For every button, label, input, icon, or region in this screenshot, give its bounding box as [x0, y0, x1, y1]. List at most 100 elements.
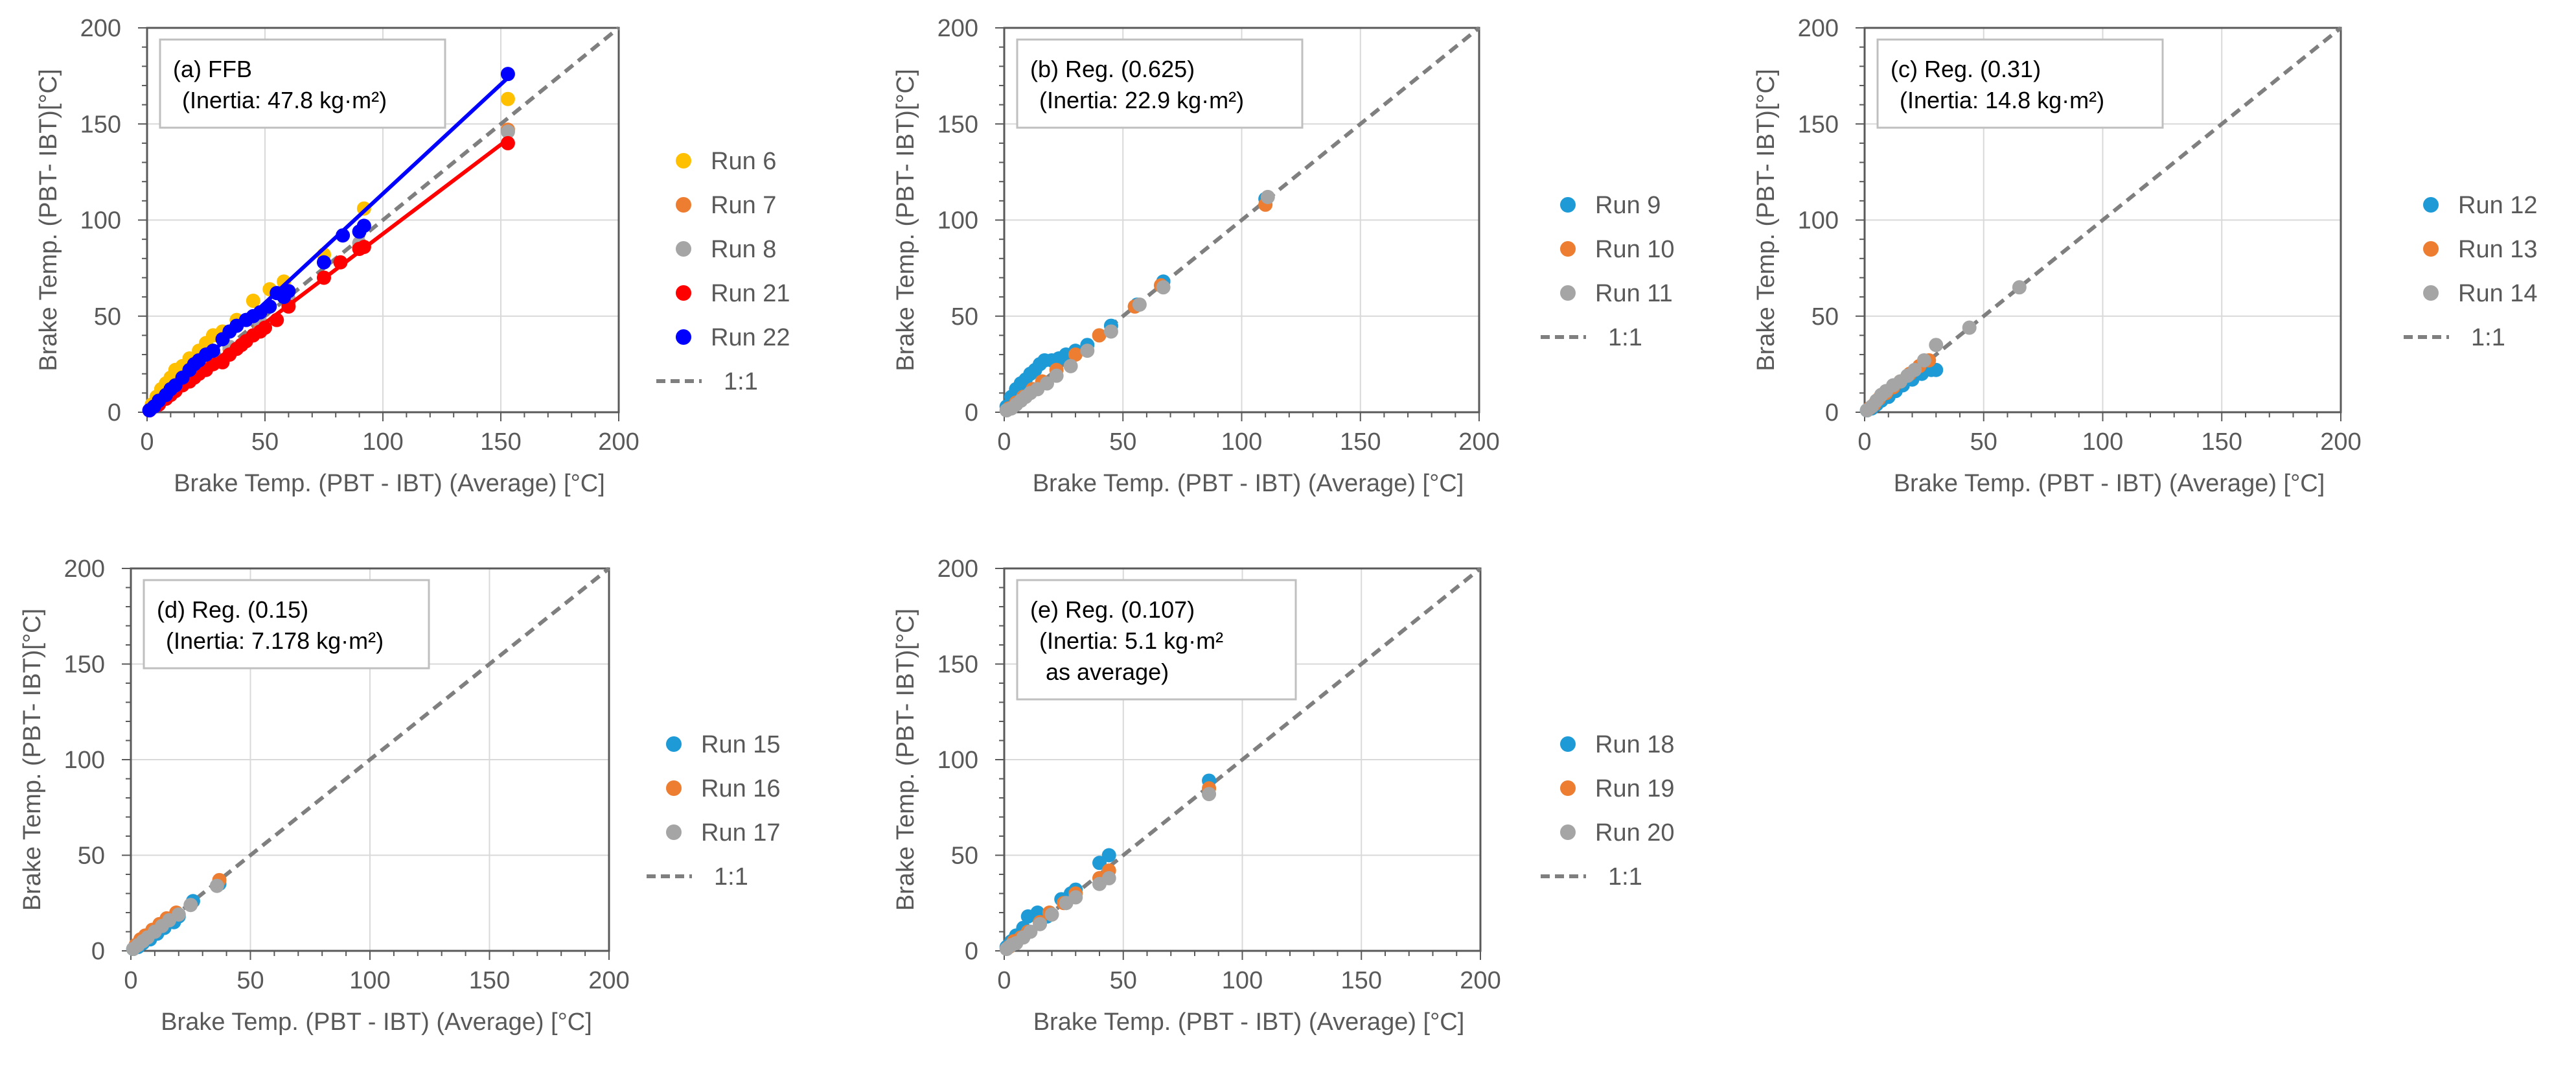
legend-label: 1:1	[1608, 863, 1642, 891]
y-tick-label: 200	[1798, 15, 1839, 42]
legend-marker	[666, 736, 682, 752]
chart-panel-1: 0 50 100 150 200 0 50 100 150 200 Brake Temp. (PBT…	[892, 15, 1675, 497]
y-axis-label: Brake Temp. (PBT- IBT)[°C]	[19, 609, 46, 911]
x-tick-label: 150	[1341, 967, 1382, 994]
inertia-annotation: (Inertia: 14.8 kg·m²)	[1900, 87, 2104, 113]
point-run-14	[1929, 338, 1944, 353]
panel-label: (e) Reg. (0.107)	[1030, 596, 1195, 623]
legend-marker	[2423, 197, 2439, 213]
point-run-17	[183, 898, 198, 913]
point-run-21	[333, 255, 348, 270]
y-tick-label: 150	[937, 111, 978, 138]
legend-label: Run 13	[2458, 236, 2538, 263]
x-tick-label: 50	[1970, 428, 1997, 456]
y-tick-label: 50	[951, 843, 978, 870]
point-run-11	[1049, 368, 1064, 383]
y-axis-label: Brake Temp. (PBT- IBT)[°C]	[892, 609, 919, 911]
legend-label: Run 9	[1595, 192, 1661, 219]
y-tick-label: 50	[951, 303, 978, 331]
x-axis-label: Brake Temp. (PBT - IBT) (Average) [°C]	[1033, 1009, 1465, 1036]
legend-marker	[1560, 285, 1576, 301]
y-tick-label: 0	[91, 938, 105, 965]
x-tick-label: 200	[588, 967, 629, 994]
annotation-box	[1016, 579, 1297, 701]
point-run-10	[1092, 328, 1107, 343]
x-axis-label: Brake Temp. (PBT - IBT) (Average) [°C]	[161, 1009, 592, 1036]
y-tick-label: 100	[937, 207, 978, 235]
point-run-22	[281, 284, 296, 299]
y-tick-label: 150	[64, 651, 105, 679]
inertia-annotation: (Inertia: 22.9 kg·m²)	[1039, 87, 1244, 113]
legend-marker	[1560, 824, 1576, 840]
chart-panel-0: 0 50 100 150 200 0 50 100 150 200 Brake Temp. (PBT…	[35, 15, 790, 497]
x-tick-label: 200	[1460, 967, 1501, 994]
point-run-11	[1103, 324, 1118, 339]
x-tick-label: 200	[598, 428, 639, 456]
legend-marker	[2423, 241, 2439, 257]
chart-panel-2: 0 50 100 150 200 0 50 100 150 200 Brake Temp. (PBT…	[1753, 15, 2538, 497]
inertia-annotation: (Inertia: 5.1 kg·m²	[1039, 627, 1223, 654]
legend-marker	[676, 197, 691, 213]
legend-label: Run 22	[711, 324, 790, 351]
legend-label: Run 14	[2458, 280, 2538, 307]
x-tick-label: 50	[1109, 428, 1136, 456]
legend-label: Run 15	[701, 731, 781, 758]
reference-line-1to1	[1863, 26, 2342, 414]
point-run-14	[1962, 320, 1977, 335]
legend-marker	[676, 241, 691, 257]
chart-panel-4: 0 50 100 150 200 0 50 100 150 200 Brake Temp. (PBT…	[892, 555, 1675, 1036]
point-run-17	[209, 878, 224, 893]
y-tick-label: 100	[937, 747, 978, 774]
point-run-20	[1023, 924, 1038, 939]
panel-label: (b) Reg. (0.625)	[1030, 56, 1195, 82]
x-tick-label: 150	[1340, 428, 1381, 456]
point-run-22	[500, 67, 515, 82]
point-run-10	[1068, 347, 1083, 362]
y-tick-label: 150	[937, 651, 978, 679]
x-tick-label: 0	[124, 967, 137, 994]
point-run-20	[1068, 890, 1083, 905]
legend-marker	[676, 285, 691, 301]
x-tick-label: 100	[1221, 428, 1262, 456]
x-tick-label: 150	[469, 967, 510, 994]
y-tick-label: 100	[80, 207, 121, 235]
y-axis-label: Brake Temp. (PBT- IBT)[°C]	[35, 69, 62, 371]
legend-label: Run 10	[1595, 236, 1675, 263]
panel-label: (c) Reg. (0.31)	[1891, 56, 2041, 82]
point-run-11	[1039, 376, 1054, 391]
legend-label: 1:1	[2471, 324, 2505, 351]
legend-marker	[1560, 241, 1576, 257]
y-tick-label: 200	[64, 555, 105, 583]
x-tick-label: 150	[2202, 428, 2242, 456]
point-run-11	[1156, 280, 1171, 295]
point-run-22	[317, 255, 331, 270]
y-tick-label: 200	[937, 15, 978, 42]
legend-label: Run 12	[2458, 192, 2538, 219]
x-tick-label: 100	[362, 428, 403, 456]
y-tick-label: 200	[937, 555, 978, 583]
annotation-box	[1876, 38, 2164, 129]
x-tick-label: 0	[997, 967, 1011, 994]
legend-label: Run 6	[711, 148, 776, 175]
point-run-11	[1132, 297, 1147, 312]
x-axis-label: Brake Temp. (PBT - IBT) (Average) [°C]	[1033, 470, 1464, 497]
trend-line-run-22	[145, 76, 509, 414]
legend-marker	[2423, 285, 2439, 301]
legend-label: Run 21	[711, 280, 790, 307]
x-axis-label: Brake Temp. (PBT - IBT) (Average) [°C]	[174, 470, 605, 497]
point-run-20	[1044, 907, 1059, 922]
y-tick-label: 100	[64, 747, 105, 774]
legend-label: Run 19	[1595, 775, 1675, 802]
x-tick-label: 100	[1222, 967, 1263, 994]
x-tick-label: 0	[1857, 428, 1871, 456]
point-run-22	[356, 218, 371, 233]
x-tick-label: 0	[140, 428, 154, 456]
point-run-20	[1101, 870, 1116, 885]
legend-marker	[1560, 780, 1576, 796]
legend-marker	[676, 153, 691, 169]
legend-label: 1:1	[1608, 324, 1642, 351]
trend-line-run-21	[146, 137, 509, 414]
point-run-11	[1063, 358, 1078, 373]
panel-label: (a) FFB	[173, 56, 252, 82]
x-tick-label: 0	[997, 428, 1011, 456]
